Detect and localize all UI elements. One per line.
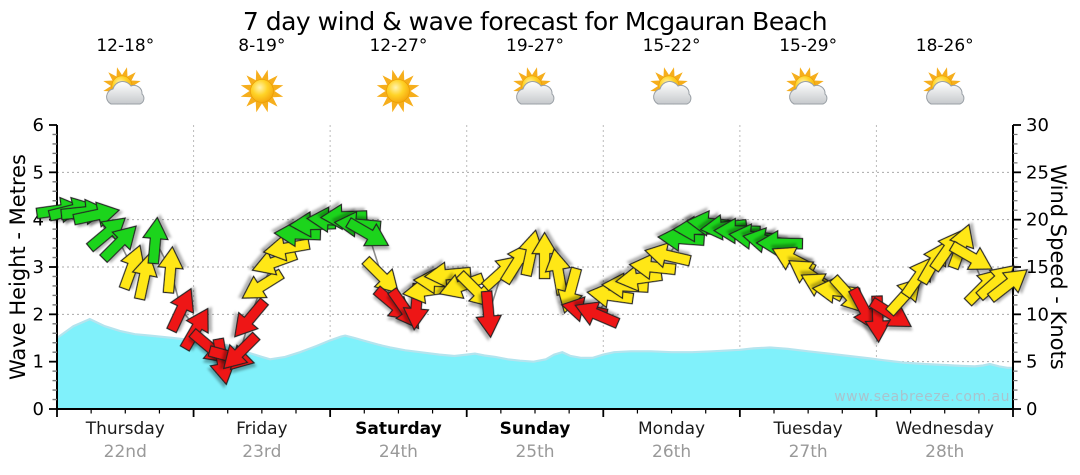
wind-arrows-layer (35, 196, 1028, 386)
weather-icon-partly-cloudy (923, 67, 965, 105)
wind-arrow (438, 272, 486, 300)
day-date: 22nd (103, 442, 147, 462)
cloud (516, 81, 555, 105)
right-axis-title: Wind Speed - Knots (1046, 164, 1070, 370)
svg-text:5: 5 (1026, 352, 1037, 373)
svg-text:3: 3 (33, 257, 44, 278)
watermark: www.seabreeze.com.au (834, 389, 1010, 405)
wind-arrow (986, 269, 1028, 304)
wind-arrow (131, 252, 158, 301)
day-name: Sunday (499, 419, 571, 439)
svg-text:6: 6 (33, 115, 44, 136)
day-weather-icon (98, 66, 152, 116)
day-name: Thursday (85, 419, 165, 439)
left-axis-title: Wave Height - Metres (6, 154, 30, 380)
wind-arrow (118, 244, 146, 292)
cloud (652, 81, 691, 105)
sun-disc (250, 79, 274, 103)
day-name: Wednesday (895, 419, 994, 439)
day-name: Tuesday (773, 419, 843, 439)
weather-icon-sunny (240, 69, 284, 113)
weather-icon-sunny (377, 69, 420, 113)
day-weather-icon (508, 66, 562, 116)
day-weather-icon (781, 66, 835, 116)
svg-text:25: 25 (1026, 162, 1049, 183)
day-weather-icon (235, 66, 289, 116)
day-temperature-range: 15-22° (642, 36, 701, 56)
day-weather-icon (371, 66, 425, 116)
wind-arrow (345, 217, 390, 247)
svg-text:30: 30 (1026, 115, 1049, 136)
day-date: 25th (515, 442, 555, 462)
svg-text:1: 1 (33, 352, 44, 373)
day-temperature-range: 12-27° (369, 36, 428, 56)
day-temperature-range: 19-27° (506, 36, 564, 56)
wind-arrow (643, 242, 692, 269)
day-weather-icon (645, 66, 699, 116)
day-date: 24th (378, 442, 418, 462)
wind-arrow (141, 216, 169, 265)
day-name: Saturday (355, 419, 442, 439)
wind-arrow (948, 240, 993, 270)
day-temperature-range: 15-29° (779, 36, 838, 56)
wind-arrow (847, 286, 877, 331)
svg-text:10: 10 (1026, 304, 1049, 325)
wind-arrow (361, 255, 400, 294)
wind-arrow (531, 231, 559, 280)
day-date: 26th (652, 442, 692, 462)
day-date: 28th (925, 442, 965, 462)
weather-icon-partly-cloudy (513, 67, 555, 105)
wind-arrow (423, 261, 472, 289)
svg-text:0: 0 (33, 399, 44, 420)
cloud (106, 81, 145, 105)
wind-arrow (586, 281, 635, 309)
day-name: Friday (236, 419, 288, 439)
cloud (925, 81, 965, 105)
svg-text:5: 5 (33, 162, 44, 183)
chart-title: 7 day wind & wave forecast for Mcgauran … (242, 7, 828, 36)
wind-arrow (157, 245, 185, 294)
wind-arrow (628, 253, 677, 281)
wind-arrow (234, 297, 270, 338)
cloud (789, 81, 828, 105)
wind-arrow (99, 225, 137, 264)
day-weather-icon (918, 66, 972, 116)
day-date: 27th (788, 442, 828, 462)
svg-text:15: 15 (1026, 257, 1049, 278)
svg-text:2: 2 (33, 304, 44, 325)
day-temperature-range: 12-18° (96, 36, 155, 56)
wind-arrow (475, 290, 503, 339)
day-temperature-range: 18-26° (915, 36, 974, 56)
svg-text:20: 20 (1026, 210, 1049, 231)
wind-arrow (864, 295, 892, 344)
svg-text:4: 4 (33, 210, 44, 231)
day-date: 23rd (242, 442, 282, 462)
wave-height-area (57, 319, 1013, 409)
weather-icon-partly-cloudy (649, 67, 691, 105)
day-name: Monday (638, 419, 706, 439)
sun-disc (386, 79, 411, 103)
wind-arrow (222, 331, 261, 370)
weather-icon-partly-cloudy (786, 67, 828, 105)
svg-text:0: 0 (1026, 399, 1037, 420)
day-temperature-range: 8-19° (238, 36, 286, 56)
wind-arrow (574, 301, 621, 329)
wind-arrow (166, 287, 195, 334)
weather-icon-partly-cloudy (103, 67, 145, 105)
